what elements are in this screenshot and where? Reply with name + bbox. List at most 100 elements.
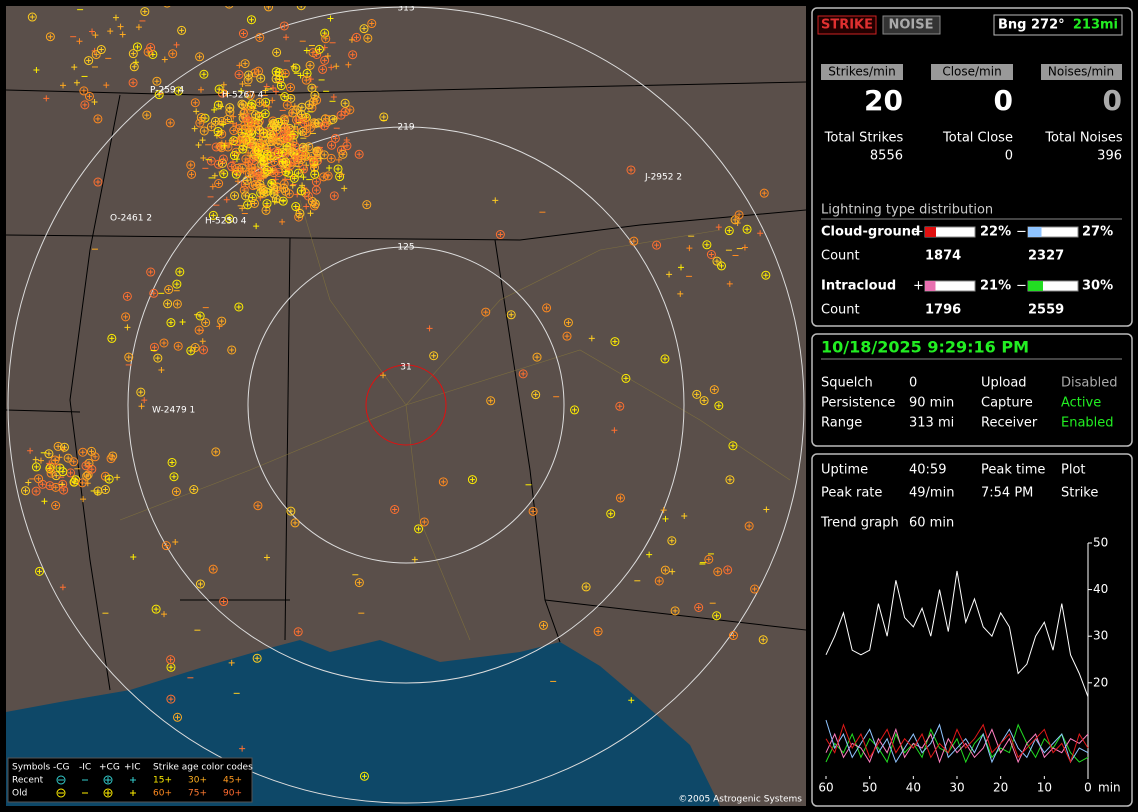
strike-symbol (187, 169, 197, 179)
strike-symbol (188, 162, 194, 168)
strike-symbol (272, 88, 279, 95)
strike-symbol (107, 333, 117, 343)
noise-indicator[interactable] (882, 15, 941, 35)
strike-symbol (91, 50, 101, 60)
strike-symbol (258, 185, 264, 191)
strike-symbol (715, 569, 721, 575)
percent: 30% (1082, 279, 1113, 294)
strike-symbol (251, 200, 257, 206)
strike-symbol (281, 23, 287, 29)
trend-line (825, 723, 1089, 764)
strike-symbol (340, 98, 350, 108)
strike-symbol (259, 155, 269, 165)
strike-symbol (295, 208, 305, 218)
strike-symbol (666, 271, 673, 278)
trend-line (825, 727, 1089, 764)
strike-symbol (248, 17, 254, 23)
strike-symbol (467, 475, 477, 485)
strike-symbol (704, 554, 714, 564)
strike-symbol (611, 427, 618, 434)
strike-symbol (325, 173, 331, 179)
strike-symbol (29, 14, 35, 20)
strike-symbol (335, 166, 341, 172)
strike-symbol (301, 75, 311, 85)
count: 2559 (1028, 303, 1064, 318)
strike-symbol (21, 486, 31, 496)
strike-symbol (254, 655, 260, 661)
type-name: Cloud-ground (821, 225, 920, 240)
strike-symbol (214, 179, 224, 189)
strike-symbol (606, 509, 616, 519)
strike-symbol (290, 110, 296, 116)
strike-symbol (365, 35, 371, 41)
strike-symbol (269, 167, 276, 174)
setting-text: Squelch (821, 376, 873, 391)
stat-text: 49/min (909, 486, 954, 501)
strike-symbol (81, 88, 87, 94)
strike-symbol (112, 14, 119, 21)
strike-symbol (201, 318, 211, 328)
strike-symbol (159, 338, 169, 348)
rate-value: 0 (994, 84, 1013, 117)
strike-symbol (258, 185, 268, 195)
strike-symbol (31, 486, 41, 496)
strike-symbol (79, 86, 89, 96)
strike-symbol (197, 581, 203, 587)
strike-symbol (51, 471, 61, 481)
strike-symbol (728, 631, 738, 641)
strike-symbol (273, 76, 279, 82)
strike-symbol (245, 202, 251, 208)
strike-symbol (151, 290, 157, 296)
strike-symbol (419, 517, 429, 527)
strike-symbol (25, 479, 32, 486)
strike-indicator[interactable] (817, 15, 877, 35)
strike-symbol (699, 396, 709, 406)
strike-symbol (46, 460, 53, 467)
strike-symbol (328, 64, 335, 71)
strike-symbol (329, 191, 339, 201)
strike-symbol (138, 403, 145, 410)
y-tick-label: 40 (1093, 582, 1108, 596)
strike-symbol (249, 198, 259, 208)
total-label: Total Strikes (824, 131, 904, 146)
strike-symbol (617, 495, 623, 501)
strike-symbol (252, 653, 262, 663)
strike-symbol (55, 443, 61, 449)
strike-symbol (219, 597, 229, 607)
strike-symbol (704, 242, 710, 248)
ring-label: 125 (397, 243, 414, 253)
state-lines (6, 81, 806, 691)
strike-symbol (294, 115, 304, 125)
strike-symbol (246, 72, 252, 78)
strike-symbol (255, 176, 261, 182)
strike-symbol (37, 457, 44, 464)
strike-symbol (243, 115, 249, 121)
strike-symbol (175, 343, 181, 349)
strike-symbol (143, 47, 153, 57)
strike-symbol (367, 19, 377, 29)
strike-symbol (469, 477, 475, 483)
type-name: Intracloud (821, 279, 896, 294)
strike-symbol (734, 210, 744, 220)
strike-symbol (228, 137, 235, 144)
strike-symbol (107, 28, 114, 35)
strike-symbol (327, 140, 337, 150)
strike-symbol (289, 149, 295, 155)
strike-symbol (166, 694, 176, 704)
strike-symbol (255, 68, 261, 74)
strike-symbol (492, 197, 499, 204)
strike-symbol (333, 164, 343, 174)
strike-symbol (246, 171, 252, 177)
strike-symbol (291, 175, 297, 181)
strike-symbol (213, 127, 223, 137)
setting-text: Persistence (821, 396, 895, 411)
strike-symbol (564, 333, 570, 339)
strike-symbol (255, 503, 261, 509)
strike-symbol (169, 459, 175, 465)
strike-symbol (343, 136, 350, 143)
strike-symbol (293, 627, 303, 637)
strike-symbol (305, 60, 315, 70)
strike-symbol (381, 114, 387, 120)
legend-age: 15+ (153, 776, 172, 786)
strike-symbol (280, 92, 290, 102)
